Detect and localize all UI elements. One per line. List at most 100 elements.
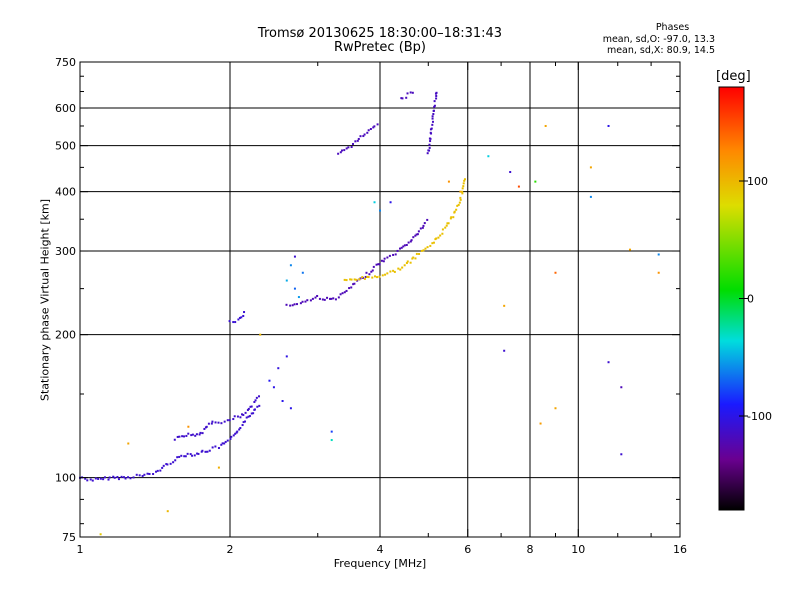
data-point — [236, 430, 239, 433]
data-point — [258, 404, 261, 407]
y-tick-label: 400 — [55, 186, 76, 199]
data-point — [620, 386, 623, 389]
data-point — [376, 123, 379, 126]
data-point — [91, 479, 94, 482]
data-point — [424, 247, 427, 250]
data-point — [217, 447, 220, 450]
data-point — [431, 123, 434, 126]
data-point — [339, 151, 342, 154]
data-point — [447, 180, 450, 183]
data-point — [380, 259, 383, 262]
x-tick-label: 6 — [464, 543, 471, 556]
data-point — [383, 257, 386, 260]
data-point — [357, 137, 360, 140]
data-point — [281, 400, 284, 403]
data-point — [374, 275, 377, 278]
data-point — [201, 432, 204, 435]
data-point — [368, 273, 371, 276]
data-point — [399, 268, 402, 271]
data-point — [309, 299, 312, 302]
y-tick-label: 750 — [55, 56, 76, 69]
data-point — [116, 475, 119, 478]
data-point — [258, 395, 261, 398]
data-point — [426, 246, 429, 249]
data-point — [323, 298, 326, 301]
data-point — [117, 478, 120, 481]
data-point — [412, 236, 415, 239]
data-point — [401, 266, 404, 269]
data-point — [201, 449, 204, 452]
data-point — [248, 415, 251, 418]
y-tick-label: 600 — [55, 102, 76, 115]
data-point — [433, 104, 436, 107]
x-tick-label: 16 — [673, 543, 687, 556]
data-point — [211, 420, 214, 423]
data-point — [416, 233, 419, 236]
data-point — [462, 185, 465, 188]
data-point — [435, 91, 438, 94]
data-point — [184, 455, 187, 458]
data-point — [199, 431, 202, 434]
data-point — [441, 232, 444, 235]
data-point — [371, 276, 374, 279]
data-point — [186, 452, 189, 455]
data-point — [306, 299, 309, 302]
data-point — [182, 435, 185, 438]
data-point — [415, 252, 418, 255]
data-point — [220, 422, 223, 425]
data-point — [194, 434, 197, 437]
data-point — [350, 146, 353, 149]
data-point — [211, 446, 214, 449]
data-point — [174, 459, 177, 462]
data-point — [353, 278, 356, 281]
data-point — [409, 240, 412, 243]
data-point — [415, 233, 418, 236]
data-point — [345, 147, 348, 150]
y-tick-label: 300 — [55, 245, 76, 258]
data-point — [226, 439, 229, 442]
data-point — [405, 243, 408, 246]
data-point — [372, 126, 375, 129]
data-point — [217, 421, 220, 424]
data-point — [407, 241, 410, 244]
data-point — [539, 422, 542, 425]
data-point — [214, 445, 217, 448]
data-point — [389, 270, 392, 273]
data-point — [337, 152, 340, 155]
data-point — [245, 416, 248, 419]
data-point — [363, 277, 366, 280]
data-point — [447, 222, 450, 225]
data-point — [364, 275, 367, 278]
data-point — [430, 127, 433, 130]
colorbar-ticks: 100 0 -100 — [739, 175, 772, 423]
data-point — [427, 149, 430, 152]
data-point — [347, 146, 350, 149]
data-point — [657, 253, 660, 256]
data-point — [393, 270, 396, 273]
data-point — [405, 96, 408, 99]
data-point — [366, 131, 369, 134]
data-point — [589, 195, 592, 198]
data-point — [400, 97, 403, 100]
data-point — [238, 428, 241, 431]
data-point — [135, 473, 138, 476]
data-point — [206, 450, 209, 453]
data-point — [141, 475, 144, 478]
data-point — [191, 454, 194, 457]
colorbar-tick-label: 0 — [747, 293, 754, 306]
data-point — [326, 296, 329, 299]
data-point — [367, 129, 370, 132]
data-point — [446, 222, 449, 225]
data-point — [418, 252, 421, 255]
data-point — [293, 255, 296, 258]
data-point — [456, 204, 459, 207]
data-point — [359, 277, 362, 280]
data-point — [422, 224, 425, 227]
data-point — [221, 442, 224, 445]
data-point — [297, 296, 300, 299]
data-point — [343, 149, 346, 152]
data-point — [159, 469, 162, 472]
data-point — [431, 117, 434, 120]
data-point — [148, 472, 151, 475]
data-point — [401, 97, 404, 100]
